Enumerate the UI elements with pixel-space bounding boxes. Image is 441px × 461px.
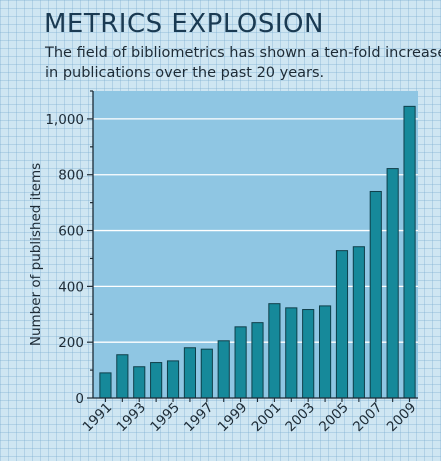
bar-1993 xyxy=(133,366,146,399)
bar-2006 xyxy=(352,246,365,399)
x-tick-label: 1993 xyxy=(113,400,149,436)
x-tick-label: 2009 xyxy=(384,400,420,436)
bar-2003 xyxy=(302,309,315,399)
y-tick-label: 200 xyxy=(58,335,84,351)
bar-1991 xyxy=(99,372,112,399)
y-axis-title: Number of published items xyxy=(28,163,44,346)
bar-2002 xyxy=(285,307,298,399)
bar-1995 xyxy=(166,360,180,399)
x-tick-label: 2007 xyxy=(350,400,386,436)
chart-title: METRICS EXPLOSION xyxy=(44,9,324,39)
bar-2007 xyxy=(369,190,382,399)
bar-1997 xyxy=(200,348,213,399)
x-tick-label: 1991 xyxy=(80,400,116,436)
x-tick-label: 2003 xyxy=(282,400,318,436)
bar-1992 xyxy=(116,354,129,399)
chart-subtitle: The field of bibliometrics has shown a t… xyxy=(45,43,441,83)
bar-1999 xyxy=(234,326,247,399)
subtitle-line-1: The field of bibliometrics has shown a t… xyxy=(45,45,441,61)
bar-1996 xyxy=(183,347,197,399)
bar-2004 xyxy=(319,305,332,399)
bar-2000 xyxy=(251,322,264,399)
bar-1998 xyxy=(217,340,230,399)
y-tick-label: 400 xyxy=(58,279,84,295)
subtitle-line-2: in publications over the past 20 years. xyxy=(45,65,325,81)
bar-2008 xyxy=(386,168,399,399)
x-tick-label: 1997 xyxy=(181,400,217,436)
y-tick-label: 0 xyxy=(75,391,84,407)
x-tick-label: 1995 xyxy=(147,400,183,436)
bar-2005 xyxy=(335,250,349,399)
y-tick-label: 600 xyxy=(58,224,84,240)
bar-2001 xyxy=(268,303,281,399)
bar-2009 xyxy=(403,105,416,399)
x-tick-label: 2001 xyxy=(249,400,285,436)
y-tick-label: 1,000 xyxy=(45,112,84,128)
bar-1994 xyxy=(150,362,163,399)
x-tick-label: 2005 xyxy=(316,400,352,436)
y-tick-label: 800 xyxy=(58,168,84,184)
x-tick-label: 1999 xyxy=(215,400,251,436)
